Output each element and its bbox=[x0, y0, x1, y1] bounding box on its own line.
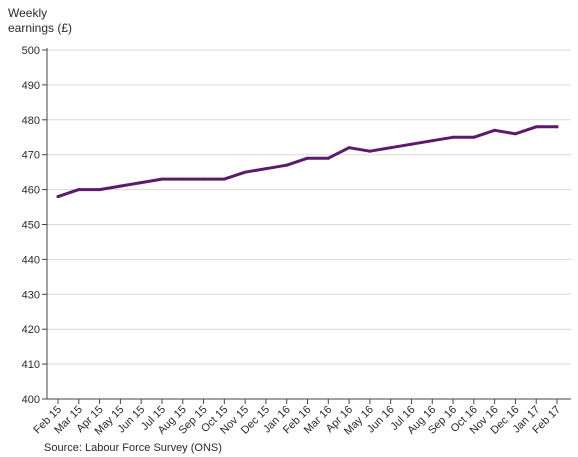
data-point bbox=[513, 132, 517, 136]
data-point bbox=[202, 177, 206, 181]
source-note: Source: Labour Force Survey (ONS) bbox=[44, 442, 222, 454]
series-line bbox=[56, 125, 559, 199]
y-tick-label: 460 bbox=[22, 185, 40, 197]
y-tick-label: 450 bbox=[22, 220, 40, 232]
y-tick-label: 410 bbox=[22, 359, 40, 371]
data-point bbox=[56, 195, 60, 199]
y-tick-label: 470 bbox=[22, 150, 40, 162]
data-point bbox=[472, 135, 476, 139]
y-tick-label: 440 bbox=[22, 254, 40, 266]
y-tick-label: 420 bbox=[22, 324, 40, 336]
data-point bbox=[243, 170, 247, 174]
data-point bbox=[430, 139, 434, 143]
data-point bbox=[98, 188, 102, 192]
data-point bbox=[326, 156, 330, 160]
y-tick-label: 430 bbox=[22, 289, 40, 301]
data-point bbox=[451, 135, 455, 139]
data-point bbox=[77, 188, 81, 192]
y-tick-label: 480 bbox=[22, 115, 40, 127]
data-point bbox=[555, 125, 559, 129]
data-point bbox=[160, 177, 164, 181]
data-point bbox=[139, 181, 143, 185]
data-point bbox=[493, 128, 497, 132]
data-point bbox=[222, 177, 226, 181]
data-point bbox=[181, 177, 185, 181]
data-point bbox=[347, 146, 351, 150]
data-point bbox=[264, 167, 268, 171]
data-point bbox=[409, 142, 413, 146]
data-point bbox=[534, 125, 538, 129]
data-point bbox=[285, 163, 289, 167]
y-tick-label: 490 bbox=[22, 80, 40, 92]
data-point bbox=[368, 149, 372, 153]
data-point bbox=[118, 184, 122, 188]
y-tick-label: 400 bbox=[22, 394, 40, 406]
data-point bbox=[306, 156, 309, 160]
y-axis-label: Weekly earnings (£) bbox=[8, 6, 73, 35]
y-tick-label: 500 bbox=[22, 45, 40, 57]
data-point bbox=[389, 146, 393, 150]
